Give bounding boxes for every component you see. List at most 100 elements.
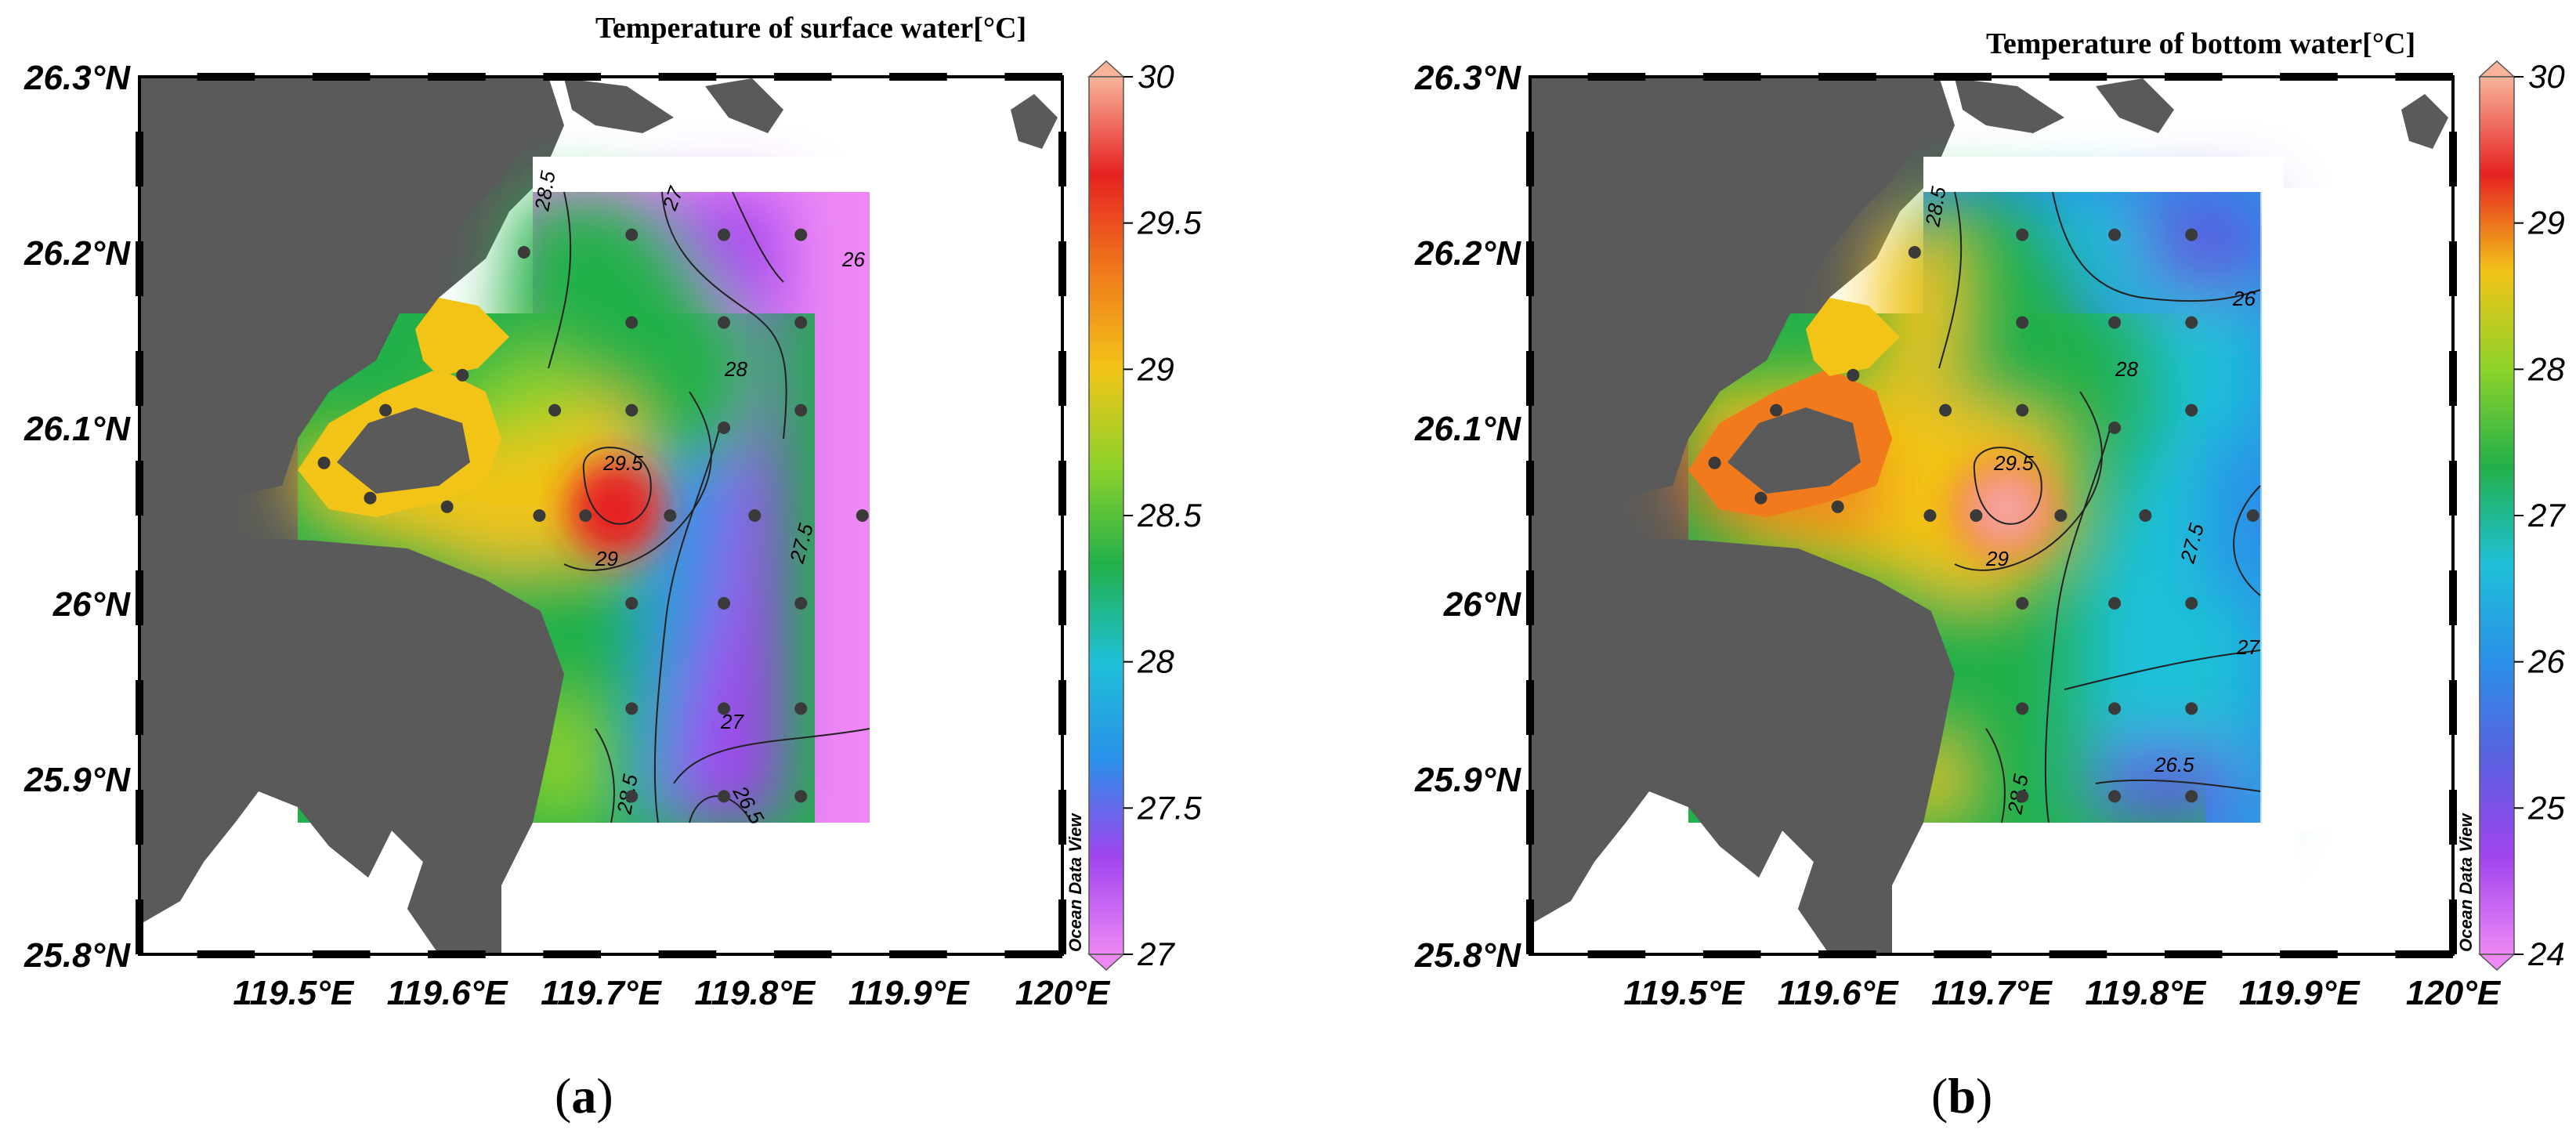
- svg-text:26: 26: [841, 248, 865, 271]
- station-dot: [2246, 509, 2259, 522]
- colorbar-tick-label: 28.5: [1137, 497, 1202, 534]
- frame-tick: [1526, 461, 1534, 516]
- colorbar-tick-label: 25: [2527, 789, 2565, 826]
- station-dot: [748, 509, 762, 522]
- latitude-tick-label: 25.8°N: [1414, 936, 1521, 975]
- station-dot: [517, 246, 530, 259]
- island-north: [1955, 78, 2064, 133]
- station-dot: [2016, 316, 2029, 329]
- frame-tick: [658, 950, 717, 958]
- station-dot: [379, 404, 393, 417]
- contour-lines: [548, 191, 870, 823]
- frame-tick: [136, 899, 143, 954]
- frame-tick: [1004, 950, 1062, 958]
- longitude-labels: 119.5°E 119.6°E 119.7°E 119.8°E 119.9°E 120°E: [233, 974, 1110, 1012]
- colorbar-tick-label: 28: [2527, 350, 2565, 387]
- frame-tick: [1526, 132, 1534, 186]
- longitude-tick-label: 119.7°E: [541, 974, 662, 1012]
- frame-tick: [2449, 680, 2457, 735]
- station-markers: [1708, 228, 2259, 803]
- lagoon-river: [1806, 298, 1900, 376]
- station-dot: [718, 228, 731, 241]
- station-dot: [794, 404, 808, 417]
- frame-tick: [773, 73, 832, 81]
- frame-tick: [2280, 73, 2338, 81]
- station-dot: [2185, 316, 2198, 329]
- frame-tick: [773, 950, 832, 958]
- latitude-tick-label: 26.3°N: [24, 59, 131, 97]
- colorbar-tick-label: 29: [2527, 204, 2565, 241]
- station-dot: [2108, 422, 2122, 434]
- station-dot: [1923, 509, 1937, 522]
- colorbar-top-arrow: [2478, 60, 2516, 78]
- frame-tick: [1587, 73, 1646, 81]
- svg-text:26.5: 26.5: [2154, 753, 2194, 776]
- station-dot: [664, 509, 677, 522]
- frame-tick: [197, 73, 255, 81]
- frame-tick: [1058, 241, 1066, 296]
- panel-surface-temperature: Temperature of surface water[°C]: [24, 12, 1202, 1124]
- station-dot: [856, 509, 869, 522]
- latitude-tick-label: 26°N: [1443, 585, 1522, 624]
- station-dot: [1970, 509, 1983, 522]
- station-dot: [2016, 790, 2029, 803]
- station-dot: [1908, 246, 1921, 259]
- colorbar: 24 25 26 27 28 29 30 Ocean Data View: [2456, 58, 2566, 972]
- station-dot: [2054, 509, 2068, 522]
- station-dot: [625, 228, 639, 241]
- frame-tick: [136, 461, 143, 516]
- colorbar-gradient: [1088, 76, 1124, 955]
- svg-text:29.5: 29.5: [602, 451, 643, 475]
- frame-tick: [543, 73, 601, 81]
- longitude-tick-label: 119.8°E: [2085, 974, 2206, 1012]
- station-dot: [579, 509, 592, 522]
- frame-tick: [1058, 680, 1066, 735]
- latitude-tick-label: 25.9°N: [24, 761, 131, 799]
- frame-ticks: [1526, 73, 2457, 958]
- latitude-tick-label: 26.1°N: [24, 410, 131, 448]
- colorbar-gradient: [2479, 76, 2515, 955]
- frame-tick: [2449, 899, 2457, 954]
- frame-tick: [2449, 790, 2457, 845]
- station-dot: [718, 316, 731, 329]
- colorbar-bottom-arrow: [2478, 954, 2516, 972]
- frame-tick: [1934, 950, 1992, 958]
- station-dot: [794, 316, 808, 329]
- frame-tick: [136, 351, 143, 406]
- frame-tick: [2164, 950, 2223, 958]
- station-markers: [317, 228, 869, 803]
- frame-tick: [1058, 132, 1066, 186]
- colorbar-tick-label: 26: [2527, 643, 2565, 680]
- station-dot: [1754, 491, 1767, 505]
- frame-tick: [1526, 351, 1534, 406]
- frame-tick: [658, 73, 717, 81]
- station-dot: [794, 790, 808, 803]
- frame-tick: [428, 73, 486, 81]
- latitude-tick-label: 25.9°N: [1414, 761, 1521, 799]
- frame-tick: [136, 790, 143, 845]
- colorbar: 27 27.5 28 28.5 29 29.5 30 Ocean Data View: [1065, 58, 1202, 972]
- station-dot: [1770, 404, 1783, 417]
- station-dot: [718, 702, 731, 715]
- station-dot: [794, 597, 808, 610]
- odv-watermark: Ocean Data View: [2456, 812, 2476, 952]
- station-dot: [625, 790, 639, 803]
- panel-caption: (a): [555, 1068, 613, 1124]
- latitude-labels: 26.3°N 26.2°N 26.1°N 26°N 25.9°N 25.8°N: [1414, 59, 1521, 975]
- colorbar-tick-label: 27: [1137, 936, 1175, 972]
- svg-text:29: 29: [1985, 547, 2009, 570]
- longitude-tick-label: 119.5°E: [233, 974, 354, 1012]
- colorbar-tick-label: 27: [2527, 497, 2566, 534]
- svg-text:29: 29: [595, 547, 618, 570]
- station-dot: [2016, 404, 2029, 417]
- frame-tick: [1058, 899, 1066, 954]
- colorbar-tick-label: 24: [2527, 936, 2565, 972]
- station-dot: [2016, 228, 2029, 241]
- station-dot: [2108, 702, 2122, 715]
- colorbar-bottom-arrow: [1087, 954, 1125, 972]
- frame-tick: [2449, 241, 2457, 296]
- latitude-tick-label: 26.2°N: [24, 234, 131, 273]
- station-dot: [1847, 368, 1860, 382]
- frame-tick: [1526, 790, 1534, 845]
